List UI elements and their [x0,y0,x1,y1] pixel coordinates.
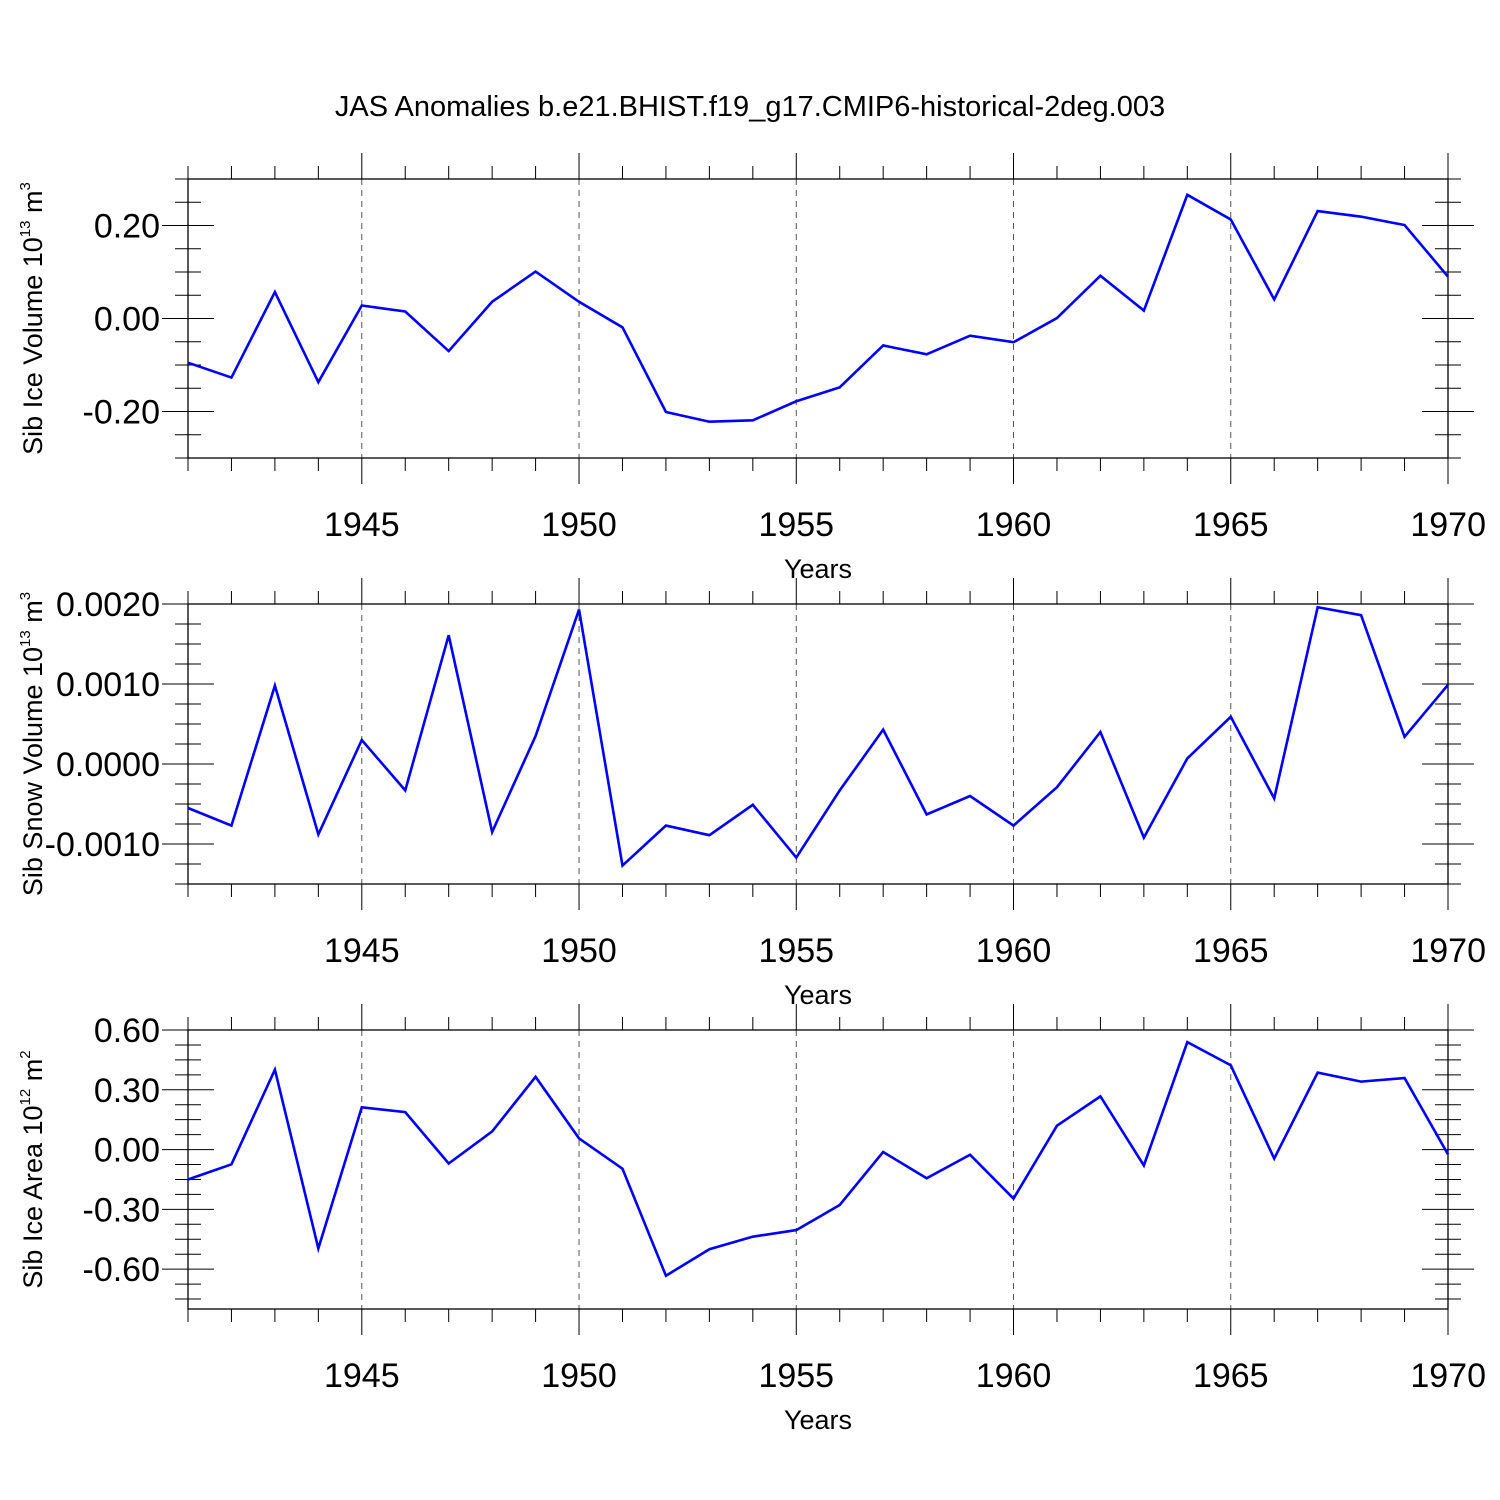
x-axis-label: Years [784,554,852,584]
figure-title: JAS Anomalies b.e21.BHIST.f19_g17.CMIP6-… [335,91,1165,123]
series-line [187,192,1449,424]
y-tick-label: 0.00 [94,1132,160,1170]
y-tick-label: 0.00 [94,301,160,339]
plot-frame [187,178,1449,459]
x-tick-label: 1970 [1410,932,1486,970]
y-axis-label-superscript: 2 [17,1050,34,1058]
y-axis-label-superscript: 3 [17,592,34,600]
x-tick-label: 1955 [758,1357,834,1395]
x-tick-label: 1955 [758,506,834,544]
x-tick-label: 1970 [1410,506,1486,544]
y-tick-label: 0.60 [94,1012,160,1050]
y-axis-label: Sib Snow Volume 1013 m3 [17,592,48,896]
y-axis-label: Sib Ice Area 1012 m2 [17,1050,48,1288]
y-axis-label-text: m [18,600,48,630]
y-axis-label-superscript: 13 [17,221,34,238]
x-tick-label: 1950 [541,1357,617,1395]
chart-panel-2: 0.0020 0.0010 0.0000 -0.0010 1945 1950 1955 196… [17,578,1486,1010]
y-axis-label-superscript: 13 [17,630,34,647]
chart-panel-3: 0.60 0.30 0.00 -0.30 -0.60 1945 1950 1955 1960 19… [17,1004,1486,1435]
y-tick-label: -0.30 [83,1191,161,1229]
y-axis-label-superscript: 12 [17,1089,34,1106]
plot-frame [187,603,1449,885]
x-axis-label: Years [784,980,852,1010]
series-line [187,1040,1450,1278]
y-tick-label: 0.0020 [56,586,160,624]
x-tick-label: 1945 [324,1357,400,1395]
x-tick-label: 1955 [758,932,834,970]
y-tick-label: -0.0010 [45,826,160,864]
x-tick-label: 1965 [1193,932,1269,970]
x-tick-label: 1960 [976,1357,1052,1395]
y-axis-label: Sib Ice Volume 1013 m3 [17,182,48,455]
y-tick-label: -0.60 [83,1251,161,1289]
x-tick-label: 1950 [541,932,617,970]
plot-frame [187,1029,1449,1310]
panels-group: 0.20 0.00 -0.20 1945 1950 1955 1960 1965 1970 Yea… [17,153,1486,1435]
y-tick-label: 0.0000 [56,746,160,784]
y-tick-label: 0.30 [94,1072,160,1110]
x-tick-label: 1945 [324,932,400,970]
y-tick-label: -0.20 [83,394,161,432]
x-axis-label: Years [784,1405,852,1435]
x-tick-label: 1950 [541,506,617,544]
x-tick-label: 1965 [1193,1357,1269,1395]
y-axis-label-text: Sib Ice Volume 10 [18,237,48,455]
y-axis-label-text: m [18,1059,48,1089]
x-tick-label: 1945 [324,506,400,544]
chart-panel-1: 0.20 0.00 -0.20 1945 1950 1955 1960 1965 1970 Yea… [17,153,1486,584]
x-tick-label: 1970 [1410,1357,1486,1395]
y-axis-label-text: m [18,191,48,221]
x-tick-label: 1965 [1193,506,1269,544]
series-line [187,605,1449,869]
y-axis-label-text: Sib Ice Area 10 [18,1105,48,1288]
y-axis-label-superscript: 3 [17,182,34,190]
y-tick-label: 0.0010 [56,666,160,704]
x-tick-label: 1960 [976,932,1052,970]
y-axis-label-text: Sib Snow Volume 10 [18,647,48,896]
x-tick-label: 1960 [976,506,1052,544]
y-tick-label: 0.20 [94,208,160,246]
